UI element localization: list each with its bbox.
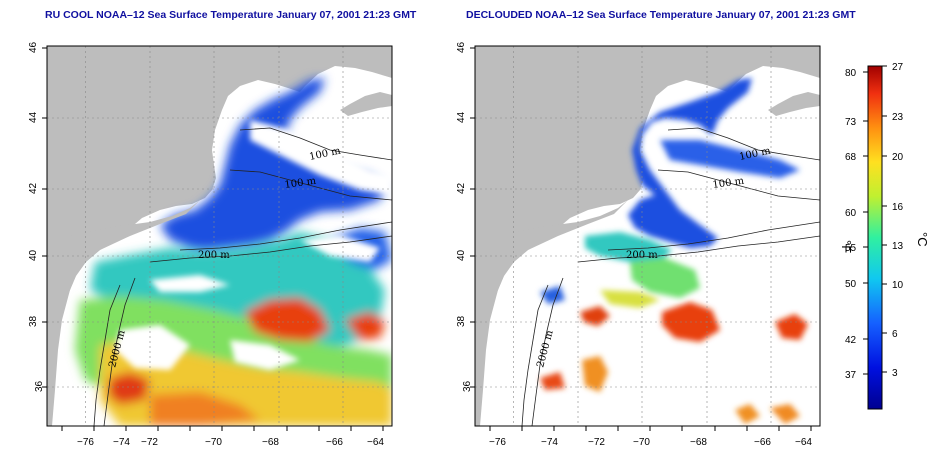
left-x-tick-70: −70 bbox=[205, 437, 222, 448]
left-grid bbox=[47, 46, 392, 426]
right-x-tick-64: −64 bbox=[795, 437, 812, 448]
colorbar-f-80: 80 bbox=[845, 68, 857, 79]
left-orange-patch bbox=[150, 392, 260, 426]
right-warm-eddy-4 bbox=[540, 372, 565, 390]
colorbar-c-6: 6 bbox=[892, 329, 898, 340]
left-cloud-3 bbox=[115, 325, 190, 370]
right-x-tick-74: −74 bbox=[541, 437, 558, 448]
right-x-tick-72: −72 bbox=[588, 437, 605, 448]
right-orange-patch-2 bbox=[735, 404, 760, 424]
colorbar-fahrenheit-label: °F bbox=[839, 240, 854, 253]
right-y-tick-40: 40 bbox=[456, 249, 467, 261]
colorbar-f-55: 55 bbox=[845, 243, 857, 254]
temperature-colorbar: 80 73 68 60 55 50 42 37 27 23 20 16 13 1… bbox=[839, 62, 930, 410]
left-land-nova-scotia bbox=[340, 92, 392, 116]
colorbar-gradient bbox=[867, 65, 883, 410]
left-y-tick-36: 36 bbox=[34, 380, 45, 392]
right-y-tick-38: 38 bbox=[456, 315, 467, 327]
colorbar-f-50: 50 bbox=[845, 279, 857, 290]
right-x-tick-76: −76 bbox=[489, 437, 506, 448]
right-cold-water bbox=[628, 78, 752, 248]
left-y-tick-42: 42 bbox=[28, 182, 39, 194]
left-cloud-2 bbox=[300, 235, 380, 262]
left-x-tick-74: −74 bbox=[113, 437, 130, 448]
left-y-tick-44: 44 bbox=[28, 111, 39, 123]
left-contours bbox=[93, 127, 392, 426]
colorbar-c-23: 23 bbox=[892, 112, 904, 123]
right-y-tick-44: 44 bbox=[456, 111, 467, 123]
colorbar-f-42: 42 bbox=[845, 335, 857, 346]
left-x-tick-66: −66 bbox=[326, 437, 343, 448]
left-cold-water bbox=[160, 78, 385, 250]
right-sst-map: 100 m 100 m 200 m 2000 m −7 bbox=[456, 41, 821, 448]
left-map-border bbox=[46, 45, 393, 427]
colorbar-c-10: 10 bbox=[892, 280, 904, 291]
right-x-tick-66: −66 bbox=[754, 437, 771, 448]
left-warm-eddy-1 bbox=[245, 298, 330, 342]
left-contour-label-200m: 200 m bbox=[198, 250, 230, 261]
right-warm-eddy-3 bbox=[580, 306, 610, 326]
left-x-tick-68: −68 bbox=[262, 437, 279, 448]
left-warm-eddy-3 bbox=[108, 372, 150, 405]
right-contour-label-200m: 200 m bbox=[626, 250, 658, 261]
right-warm-eddy-2 bbox=[775, 314, 808, 340]
left-y-tick-46: 46 bbox=[28, 41, 39, 53]
left-contour-label-100m-b: 100 m bbox=[284, 176, 317, 191]
right-y-tick-36: 36 bbox=[462, 380, 473, 392]
colorbar-f-60: 60 bbox=[845, 208, 857, 219]
right-map-title: DECLOUDED NOAA–12 Sea Surface Temperatur… bbox=[466, 9, 856, 21]
left-land bbox=[47, 46, 392, 426]
colorbar-f-37: 37 bbox=[845, 370, 857, 381]
right-y-tick-42: 42 bbox=[456, 182, 467, 194]
left-x-tick-64: −64 bbox=[367, 437, 384, 448]
colorbar-c-27: 27 bbox=[892, 62, 904, 73]
right-x-tick-70: −70 bbox=[633, 437, 650, 448]
colorbar-c-16: 16 bbox=[892, 202, 904, 213]
colorbar-celsius-label: °C bbox=[915, 232, 930, 247]
left-cloud-5 bbox=[150, 275, 230, 292]
right-orange-patch-1 bbox=[582, 356, 608, 392]
left-cloud-1 bbox=[250, 120, 392, 195]
right-y-tick-46: 46 bbox=[456, 41, 467, 53]
left-sst-map: 100 m 100 m 200 m 2000 m bbox=[28, 41, 393, 448]
left-warm-eddy-2 bbox=[345, 312, 385, 340]
right-green-water bbox=[630, 258, 700, 298]
left-y-tick-38: 38 bbox=[28, 315, 39, 327]
right-mid-water bbox=[585, 232, 672, 262]
right-contours bbox=[521, 127, 820, 426]
right-x-tick-68: −68 bbox=[690, 437, 707, 448]
right-orange-patch-3 bbox=[770, 404, 800, 424]
colorbar-c-3: 3 bbox=[892, 368, 898, 379]
left-map-title: RU COOL NOAA–12 Sea Surface Temperature … bbox=[45, 9, 417, 21]
left-cloud-4 bbox=[230, 340, 300, 370]
colorbar-c-20: 20 bbox=[892, 152, 904, 163]
right-yellow-water bbox=[600, 290, 660, 308]
colorbar-f-73: 73 bbox=[845, 117, 857, 128]
colorbar-f-68: 68 bbox=[845, 152, 857, 163]
right-map-border bbox=[474, 45, 821, 427]
left-x-tick-72: −72 bbox=[141, 437, 158, 448]
left-y-tick-40: 40 bbox=[28, 249, 39, 261]
left-x-tick-76: −76 bbox=[77, 437, 94, 448]
colorbar-c-13: 13 bbox=[892, 241, 904, 252]
right-shelf-blue bbox=[660, 140, 800, 178]
right-grid bbox=[475, 46, 820, 426]
right-land-nova-scotia bbox=[768, 92, 820, 116]
right-land bbox=[475, 46, 820, 426]
right-contour-label-100m-b: 100 m bbox=[712, 176, 745, 191]
